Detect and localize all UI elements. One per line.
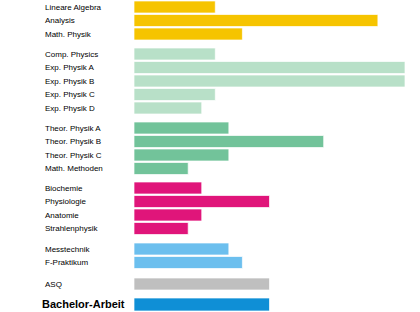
svg-text:Theor. Physik A: Theor. Physik A <box>45 124 101 133</box>
svg-text:Strahlenphysik: Strahlenphysik <box>45 224 98 233</box>
svg-text:Theor. Physik C: Theor. Physik C <box>45 151 102 160</box>
svg-text:ASQ: ASQ <box>45 280 62 289</box>
svg-text:Bachelor-Arbeit: Bachelor-Arbeit <box>42 298 125 310</box>
svg-text:Physiologie: Physiologie <box>45 197 86 206</box>
svg-text:Exp. Physik B: Exp. Physik B <box>45 77 94 86</box>
svg-text:Biochemie: Biochemie <box>45 184 83 193</box>
svg-text:Exp. Physik D: Exp. Physik D <box>45 104 95 113</box>
svg-text:Theor. Physik B: Theor. Physik B <box>45 137 101 146</box>
svg-text:Messtechnik: Messtechnik <box>45 245 90 254</box>
svg-text:Anatomie: Anatomie <box>45 211 79 220</box>
svg-text:Exp. Physik A: Exp. Physik A <box>45 63 95 72</box>
svg-text:Lineare Algebra: Lineare Algebra <box>45 3 102 12</box>
svg-text:Math. Methoden: Math. Methoden <box>45 164 103 173</box>
svg-text:Exp. Physik C: Exp. Physik C <box>45 90 95 99</box>
svg-text:Comp. Physics: Comp. Physics <box>45 50 98 59</box>
svg-text:Math. Physik: Math. Physik <box>45 30 92 39</box>
svg-text:F-Praktikum: F-Praktikum <box>45 258 88 267</box>
svg-text:Analysis: Analysis <box>45 16 75 25</box>
